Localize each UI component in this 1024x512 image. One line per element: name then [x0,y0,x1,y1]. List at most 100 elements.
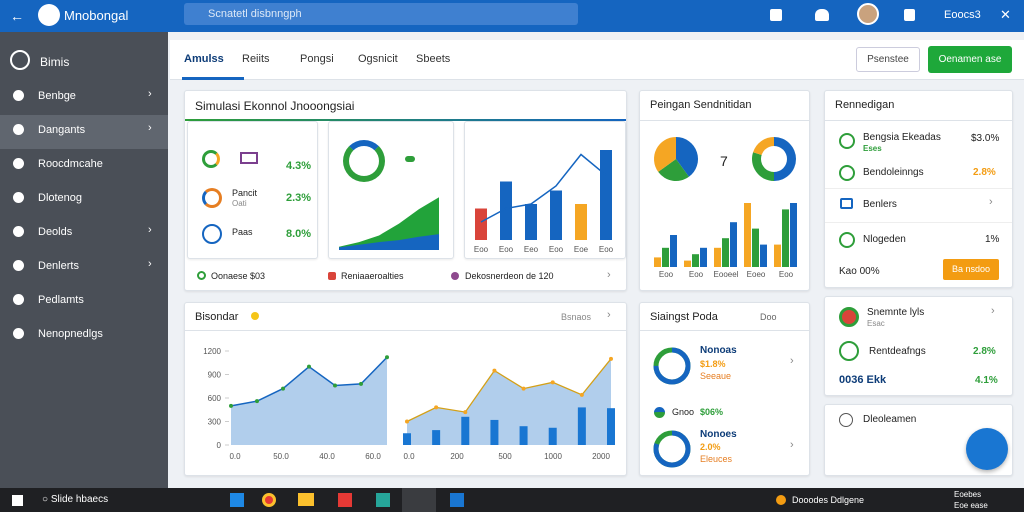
item-sub: Eses [863,144,882,153]
icon [839,133,855,149]
point [359,381,363,386]
chevron[interactable]: › [790,439,794,451]
bar [692,254,699,267]
x-label: Eoo [599,245,614,254]
panel-title: Rennedigan [835,99,895,111]
top-bar: ← Mnobongal Scnatetl disbnngph Eoocs3 ✕ [0,0,1024,32]
chevron: › [148,122,152,134]
chevron[interactable]: › [991,305,995,317]
icon [202,224,222,244]
menu[interactable]: Doo [760,312,777,322]
item-value: 4.1% [975,375,998,386]
kpi-value: 8.0% [286,228,312,240]
menu-item[interactable]: Roocdmcahe [38,158,103,170]
icon [839,341,859,361]
item-title: Nonoas [700,345,737,356]
bar [607,408,615,445]
icon [654,407,665,418]
primary-button[interactable]: Oenamen ase [928,46,1012,73]
point [550,380,555,385]
home-icon[interactable] [770,9,782,21]
item-value: $3.0% [971,133,1000,144]
point [255,399,259,404]
badge [251,312,259,320]
menu[interactable]: Bsnaos [561,312,592,322]
menu-item[interactable]: Dlotenog [38,192,83,204]
chevron[interactable]: › [790,355,794,367]
app-icon[interactable] [230,493,244,507]
point [307,364,311,369]
point [385,355,389,360]
menu-icon [13,192,24,203]
secondary-button[interactable]: Psenstee [856,47,920,72]
point [521,386,526,391]
avatar[interactable] [857,3,879,25]
renn-panel: Rennedigan Bengsia Ekeadas Eses $3.0% Be… [824,90,1013,288]
pie-slice [676,137,698,177]
chevron[interactable]: › [607,269,611,281]
tab[interactable]: Reiits [242,53,270,65]
tab[interactable]: Pongsi [300,53,334,65]
app-icon[interactable] [298,493,314,506]
fab-button[interactable] [966,428,1008,470]
chevron[interactable]: › [607,309,611,321]
x-label: 200 [450,452,464,461]
app-icon[interactable] [338,493,352,507]
x-label: 2000 [592,452,610,461]
x-label: Eoo [779,270,794,279]
bar [752,228,759,267]
app-icon[interactable] [376,493,390,507]
point [229,403,233,408]
close-icon[interactable]: ✕ [1000,7,1011,22]
donut-value [653,430,691,468]
bar [525,204,537,240]
search[interactable]: ○ Slide hbaecs [42,494,109,505]
chevron[interactable]: › [989,196,993,208]
item-sub: Seeaue [700,371,732,381]
back-icon[interactable]: ← [10,8,24,24]
foot-text: Dleoleamen [863,414,917,425]
menu-item[interactable]: Pedlamts [38,294,84,306]
app-icon[interactable] [262,493,276,507]
menu-icon [13,328,24,339]
legend-swatch [328,272,336,280]
bar [475,208,487,240]
search-box[interactable]: Scnatetl disbnngph [184,3,578,25]
menu-item[interactable]: Denlerts [38,260,79,272]
point [609,356,613,361]
menu-item[interactable]: Deolds [38,226,73,238]
bar [600,150,612,240]
donut-charts [653,347,691,468]
app-icon[interactable] [450,493,464,507]
menu-item[interactable]: Nenopnedlgs [38,328,103,340]
menu-item[interactable]: Benbge [38,90,76,102]
lock-icon[interactable] [904,9,915,21]
start-button[interactable] [12,495,23,506]
y-tick-label: 0 [217,441,222,450]
search-text: Scnatetl disbnngph [208,8,302,20]
y-tick-label: 1200 [203,347,221,356]
mid-label: Gnoo [672,407,695,417]
x-label: Eoo [549,245,564,254]
app-icon-active[interactable] [402,488,436,512]
bar [782,209,789,267]
tab[interactable]: Amulss [184,53,224,65]
divider [825,222,1012,223]
combo-chart: 0 300 600 900 1200 0.0 50.0 40.0 60.0 0.0 200 500 10… [203,347,615,461]
tab[interactable]: Ogsnicit [358,53,398,65]
cloud-icon[interactable] [815,9,829,21]
x-label: 500 [498,452,512,461]
peng-panel: Peingan Sendnitidan 7 Eoo Eoo Eooeel Eoeo Eo… [639,90,810,291]
bar [744,203,751,267]
menu-item[interactable]: Dangants [38,124,86,136]
tab[interactable]: Sbeets [416,53,451,65]
menu-icon [13,260,24,271]
kpi-sub: Oati [232,199,247,208]
bar [714,247,721,267]
bar [760,244,767,267]
y-tick-label: 900 [208,371,222,380]
icon [840,198,853,209]
point [492,368,497,373]
action-button[interactable]: Ba nsdoo [943,259,999,280]
